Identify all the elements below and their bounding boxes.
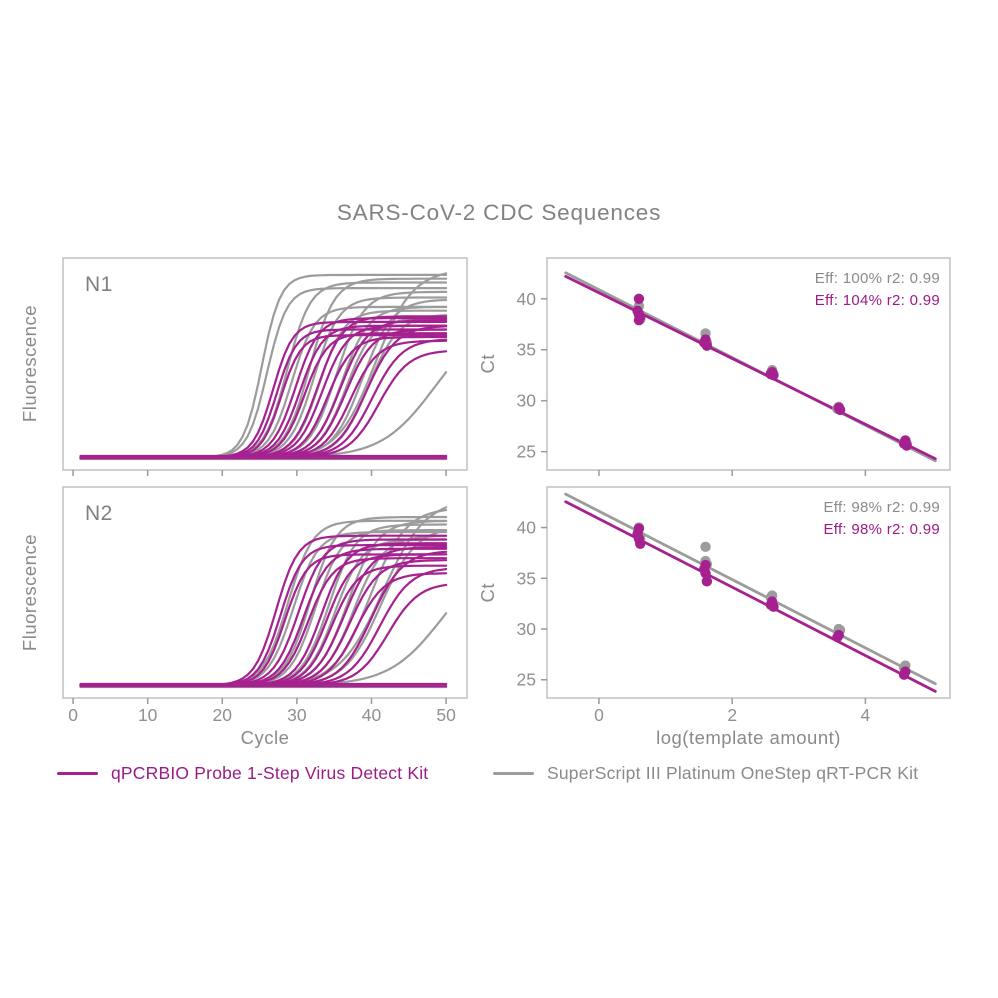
amplification-curve-magenta	[79, 350, 448, 459]
figure-title: SARS-CoV-2 CDC Sequences	[336, 200, 662, 225]
y-tick-label: 40	[517, 289, 537, 309]
y-tick-label: 40	[517, 518, 537, 538]
legend-swatch-gray-line	[493, 771, 534, 775]
legend-item-qpcrbio: qPCRBIO Probe 1-Step Virus Detect Kit	[57, 763, 428, 783]
data-point-gray	[700, 541, 711, 553]
data-point-magenta	[701, 576, 713, 587]
x-axis-label-log-template: log(template amount)	[656, 727, 841, 748]
x-tick-label: 4	[861, 705, 871, 725]
n2-standard-curve-plot: 0 2 4 25 30 35 40	[517, 486, 951, 725]
legend-item-superscript: SuperScript III Platinum OneStep qRT-PCR…	[493, 763, 918, 783]
y-tick-label: 30	[517, 391, 537, 411]
n2-amplification-plot: 0 10 20 30 40 50	[62, 486, 468, 725]
data-point-magenta	[768, 370, 779, 381]
x-tick-label: 40	[362, 705, 382, 725]
data-point-magenta	[633, 314, 645, 326]
panel-border	[62, 486, 468, 699]
n1-amplification-plot	[62, 257, 468, 476]
panel-border	[62, 257, 468, 471]
fit-line-magenta	[564, 500, 937, 693]
y-axis-label-n1-fluorescence: Fluorescence	[19, 305, 40, 423]
n1-stats-magenta: Eff: 104% r2: 0.99	[814, 292, 940, 309]
data-point-magenta	[701, 340, 713, 351]
data-point-magenta	[898, 669, 910, 680]
fit-line-gray	[564, 492, 937, 686]
y-tick-label: 25	[517, 670, 536, 690]
x-tick-label: 2	[727, 705, 737, 725]
x-tick-label: 0	[68, 705, 78, 725]
y-tick-label: 35	[517, 568, 536, 588]
data-point-magenta	[901, 440, 912, 451]
x-tick-label: 30	[287, 705, 307, 725]
panel-border	[546, 486, 951, 699]
n1-stats-gray: Eff: 100% r2: 0.99	[814, 270, 940, 287]
legend-label-superscript: SuperScript III Platinum OneStep qRT-PCR…	[547, 762, 919, 783]
y-axis-label-n2-ct: Ct	[477, 582, 498, 603]
amplification-curve-magenta	[79, 334, 448, 459]
data-point-magenta	[768, 601, 779, 612]
data-point-magenta	[635, 538, 646, 550]
n2-stats-gray: Eff: 98% r2: 0.99	[823, 499, 940, 516]
y-axis-label-n2-fluorescence: Fluorescence	[19, 533, 40, 652]
x-tick-label: 10	[138, 705, 158, 725]
x-tick-label: 20	[213, 705, 233, 725]
data-point-magenta	[633, 293, 645, 304]
n1-standard-curve-plot: 25 30 35 40	[517, 257, 951, 476]
panel-label-n1: N1	[85, 273, 113, 296]
legend-swatch-magenta-line	[57, 771, 98, 775]
x-axis-label-cycle: Cycle	[240, 727, 290, 748]
y-tick-label: 30	[517, 619, 537, 639]
n2-stats-block: Eff: 98% r2: 0.99 Eff: 98% r2: 0.99	[680, 497, 940, 541]
y-tick-label: 25	[517, 442, 536, 462]
panel-border	[546, 257, 951, 471]
n2-stats-magenta: Eff: 98% r2: 0.99	[823, 521, 940, 538]
y-tick-label: 35	[517, 340, 536, 360]
legend-label-qpcrbio: qPCRBIO Probe 1-Step Virus Detect Kit	[111, 762, 429, 783]
data-point-magenta	[832, 631, 843, 643]
n1-stats-block: Eff: 100% r2: 0.99 Eff: 104% r2: 0.99	[680, 268, 940, 312]
amplification-curve-magenta	[79, 583, 448, 687]
x-tick-label: 50	[436, 705, 456, 725]
data-point-magenta	[700, 568, 711, 579]
panel-label-n2: N2	[85, 502, 113, 525]
data-point-magenta	[834, 404, 846, 416]
x-tick-label: 0	[594, 705, 604, 725]
fit-line-magenta	[564, 274, 937, 461]
y-axis-label-n1-ct: Ct	[477, 354, 498, 374]
